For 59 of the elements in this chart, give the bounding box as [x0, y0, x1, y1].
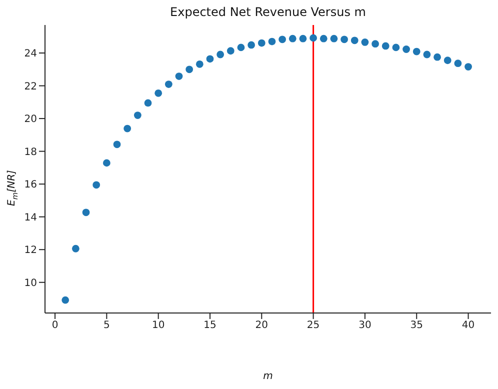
point [134, 112, 142, 119]
x-tick-label: 30 [358, 320, 372, 332]
point [124, 124, 132, 132]
point [62, 296, 70, 304]
point [175, 72, 183, 80]
point [113, 140, 121, 148]
y-tick-label: 14 [24, 212, 37, 224]
point [268, 38, 276, 46]
point [310, 34, 318, 42]
point [350, 36, 358, 44]
point [92, 181, 100, 189]
x-tick-label: 5 [103, 320, 110, 332]
chart-title: Expected Net Revenue Versus m [170, 5, 366, 19]
point [320, 34, 328, 42]
point [216, 50, 224, 58]
point [82, 208, 90, 216]
point [237, 44, 245, 52]
point [382, 42, 390, 50]
y-tick-label: 22 [24, 81, 37, 92]
point [299, 34, 307, 42]
point [196, 60, 204, 68]
point [288, 34, 296, 42]
point [392, 44, 400, 52]
point [402, 46, 410, 53]
point [102, 159, 110, 167]
y-tick-label: 12 [24, 245, 37, 256]
point [361, 38, 369, 46]
point [444, 56, 452, 64]
point [330, 34, 338, 42]
point [278, 36, 286, 44]
point [434, 53, 441, 61]
x-tick-label: 35 [410, 320, 423, 332]
x-tick-label: 10 [152, 320, 165, 332]
point [72, 244, 80, 252]
y-tick-label: 10 [24, 278, 37, 289]
point [144, 99, 152, 107]
y-tick-label: 20 [24, 114, 37, 126]
point [206, 55, 214, 63]
x-tick-label: 0 [52, 320, 58, 332]
y-tick-label: 16 [24, 180, 37, 191]
y-tick-label: 24 [24, 48, 37, 60]
point [258, 39, 266, 47]
point [248, 41, 256, 49]
x-tick-label: 20 [255, 320, 268, 332]
point [164, 80, 172, 88]
y-tick-label: 18 [24, 146, 37, 158]
point [372, 40, 379, 48]
point [154, 89, 162, 97]
point [454, 60, 462, 68]
point [423, 50, 431, 58]
x-axis-title: m [263, 371, 273, 382]
point [340, 36, 348, 44]
point [412, 48, 420, 56]
point [186, 66, 194, 74]
x-tick-label: 25 [306, 320, 320, 332]
point [226, 47, 234, 55]
x-tick-label: 40 [462, 320, 475, 332]
x-tick-label: 15 [204, 320, 216, 332]
point [464, 63, 472, 70]
